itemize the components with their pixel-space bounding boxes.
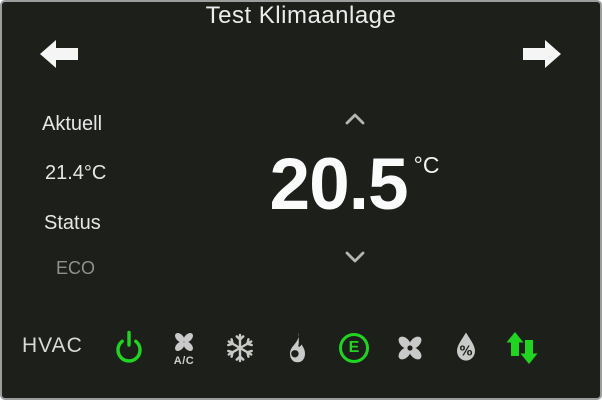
toolbar-label: HVAC xyxy=(22,334,83,357)
setpoint-control: 20.5 °C xyxy=(270,102,439,282)
ac-mode-button[interactable]: A/C xyxy=(160,322,208,374)
arrow-left-icon xyxy=(40,40,78,68)
flame-icon xyxy=(290,332,305,363)
arrows-up-down-icon xyxy=(506,332,538,364)
current-temp-value: 21.4°C xyxy=(45,162,107,184)
ac-fan-icon xyxy=(175,333,193,351)
page-title: Test Klimaanlage xyxy=(205,2,397,29)
cooling-mode-button[interactable] xyxy=(216,326,264,370)
eco-letter: E xyxy=(348,339,360,356)
setpoint-readout: 20.5 °C xyxy=(270,148,440,221)
setpoint-value: 20.5 xyxy=(269,144,409,225)
current-temp-label: Aktuell xyxy=(42,113,103,135)
heating-mode-button[interactable] xyxy=(273,326,321,370)
fan-mode-button[interactable] xyxy=(386,326,434,370)
increase-temp-button[interactable] xyxy=(333,108,377,130)
humidity-drop-icon: % xyxy=(457,332,475,361)
status-label: Status xyxy=(44,212,101,234)
ac-mode-label: A/C xyxy=(173,355,195,367)
prev-device-button[interactable] xyxy=(40,38,78,70)
power-mode-button[interactable] xyxy=(105,326,153,370)
status-value: ECO xyxy=(56,258,96,278)
arrow-right-icon xyxy=(523,40,561,68)
humidity-mode-button[interactable]: % xyxy=(442,326,490,370)
chevron-up-icon xyxy=(345,113,364,125)
eco-e-icon: E xyxy=(339,333,369,363)
chevron-down-icon xyxy=(345,251,364,263)
humidity-percent-glyph: % xyxy=(459,345,472,360)
next-device-button[interactable] xyxy=(523,38,561,70)
power-icon xyxy=(116,330,142,363)
setpoint-unit: °C xyxy=(413,152,440,178)
decrease-temp-button[interactable] xyxy=(333,246,377,268)
eco-mode-button[interactable]: E xyxy=(330,326,378,370)
snowflake-icon xyxy=(227,333,253,363)
air-exchange-mode-button[interactable] xyxy=(498,326,546,370)
fan-icon xyxy=(398,336,422,360)
